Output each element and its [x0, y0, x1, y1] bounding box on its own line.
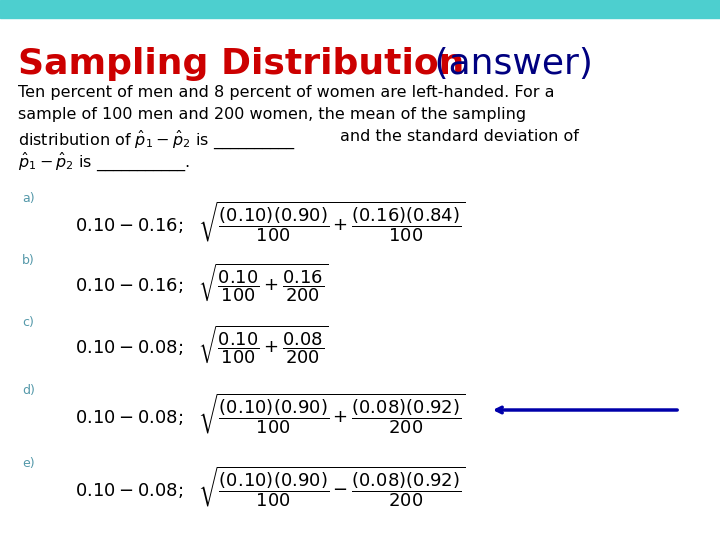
Text: $0.10-0.08;\ \ \sqrt{\dfrac{0.10}{100}+\dfrac{0.08}{200}}$: $0.10-0.08;\ \ \sqrt{\dfrac{0.10}{100}+\… [75, 324, 328, 367]
Text: Ten percent of men and 8 percent of women are left-handed. For a: Ten percent of men and 8 percent of wome… [18, 85, 554, 100]
Text: $0.10-0.08;\ \ \sqrt{\dfrac{(0.10)(0.90)}{100}-\dfrac{(0.08)(0.92)}{200}}$: $0.10-0.08;\ \ \sqrt{\dfrac{(0.10)(0.90)… [75, 465, 466, 509]
Text: and the standard deviation of: and the standard deviation of [340, 129, 579, 144]
Text: d): d) [22, 384, 35, 397]
Bar [0, 0, 720, 18]
Text: sample of 100 men and 200 women, the mean of the sampling: sample of 100 men and 200 women, the mea… [18, 107, 526, 122]
Text: distribution of $\hat{p}_1 - \hat{p}_2$ is __________: distribution of $\hat{p}_1 - \hat{p}_2$ … [18, 129, 295, 151]
Text: (answer): (answer) [423, 47, 593, 81]
Text: a): a) [22, 192, 35, 205]
Text: e): e) [22, 457, 35, 470]
Text: b): b) [22, 254, 35, 267]
Text: Sampling Distribution: Sampling Distribution [18, 47, 464, 81]
Text: c): c) [22, 316, 34, 329]
Text: $0.10-0.16;\ \ \sqrt{\dfrac{(0.10)(0.90)}{100}+\dfrac{(0.16)(0.84)}{100}}$: $0.10-0.16;\ \ \sqrt{\dfrac{(0.10)(0.90)… [75, 200, 466, 245]
Text: $\hat{p}_1 - \hat{p}_2$ is ___________.: $\hat{p}_1 - \hat{p}_2$ is ___________. [18, 151, 190, 173]
Text: $0.10-0.16;\ \ \sqrt{\dfrac{0.10}{100}+\dfrac{0.16}{200}}$: $0.10-0.16;\ \ \sqrt{\dfrac{0.10}{100}+\… [75, 262, 328, 305]
Text: $0.10-0.08;\ \ \sqrt{\dfrac{(0.10)(0.90)}{100}+\dfrac{(0.08)(0.92)}{200}}$: $0.10-0.08;\ \ \sqrt{\dfrac{(0.10)(0.90)… [75, 392, 466, 436]
